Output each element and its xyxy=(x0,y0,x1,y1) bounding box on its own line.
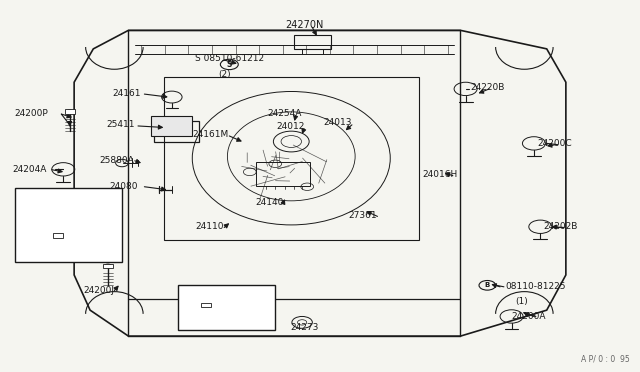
Text: S 08510-61212: S 08510-61212 xyxy=(195,54,264,62)
Text: 24200A: 24200A xyxy=(511,312,546,321)
Text: 27361: 27361 xyxy=(349,211,378,220)
Text: 24016H: 24016H xyxy=(422,170,458,179)
Text: 25880A: 25880A xyxy=(100,155,134,164)
Text: 08110-81225: 08110-81225 xyxy=(505,282,566,291)
Text: 24161M: 24161M xyxy=(192,129,228,139)
Text: B: B xyxy=(484,282,490,288)
Text: 24080: 24080 xyxy=(109,182,138,190)
Text: USA.MT: USA.MT xyxy=(211,286,254,295)
Text: 24200J: 24200J xyxy=(84,286,115,295)
Bar xyxy=(65,109,75,114)
Text: 24200N: 24200N xyxy=(191,316,226,325)
Bar xyxy=(151,116,192,136)
Text: 24270N: 24270N xyxy=(285,20,323,30)
Text: (1): (1) xyxy=(515,297,527,306)
Text: S: S xyxy=(227,60,232,69)
Text: USA: USA xyxy=(31,196,55,206)
Bar xyxy=(53,233,63,237)
Text: 24110: 24110 xyxy=(195,222,224,231)
Text: 24200C: 24200C xyxy=(537,139,572,148)
Text: 24254A: 24254A xyxy=(268,109,302,118)
Text: 24202B: 24202B xyxy=(543,222,578,231)
Text: (2): (2) xyxy=(218,70,230,79)
Bar xyxy=(15,188,122,262)
Text: 24012: 24012 xyxy=(276,122,305,131)
Bar xyxy=(164,77,419,240)
Text: 25411: 25411 xyxy=(106,121,134,129)
Text: 24273: 24273 xyxy=(290,323,318,332)
Bar xyxy=(294,35,332,49)
Text: 24204A: 24204A xyxy=(12,165,47,174)
Bar xyxy=(178,285,275,330)
Text: 24013: 24013 xyxy=(323,119,352,128)
Text: A P/ 0 : 0  95: A P/ 0 : 0 95 xyxy=(581,354,630,363)
Text: 24200V: 24200V xyxy=(20,224,54,233)
Text: 24220B: 24220B xyxy=(470,83,504,92)
Text: 24140: 24140 xyxy=(255,198,284,207)
Bar xyxy=(201,303,211,307)
Bar xyxy=(256,162,310,186)
Bar xyxy=(154,121,198,142)
Bar xyxy=(103,263,113,268)
Text: 24200P: 24200P xyxy=(15,109,49,118)
Text: 24161: 24161 xyxy=(113,89,141,98)
